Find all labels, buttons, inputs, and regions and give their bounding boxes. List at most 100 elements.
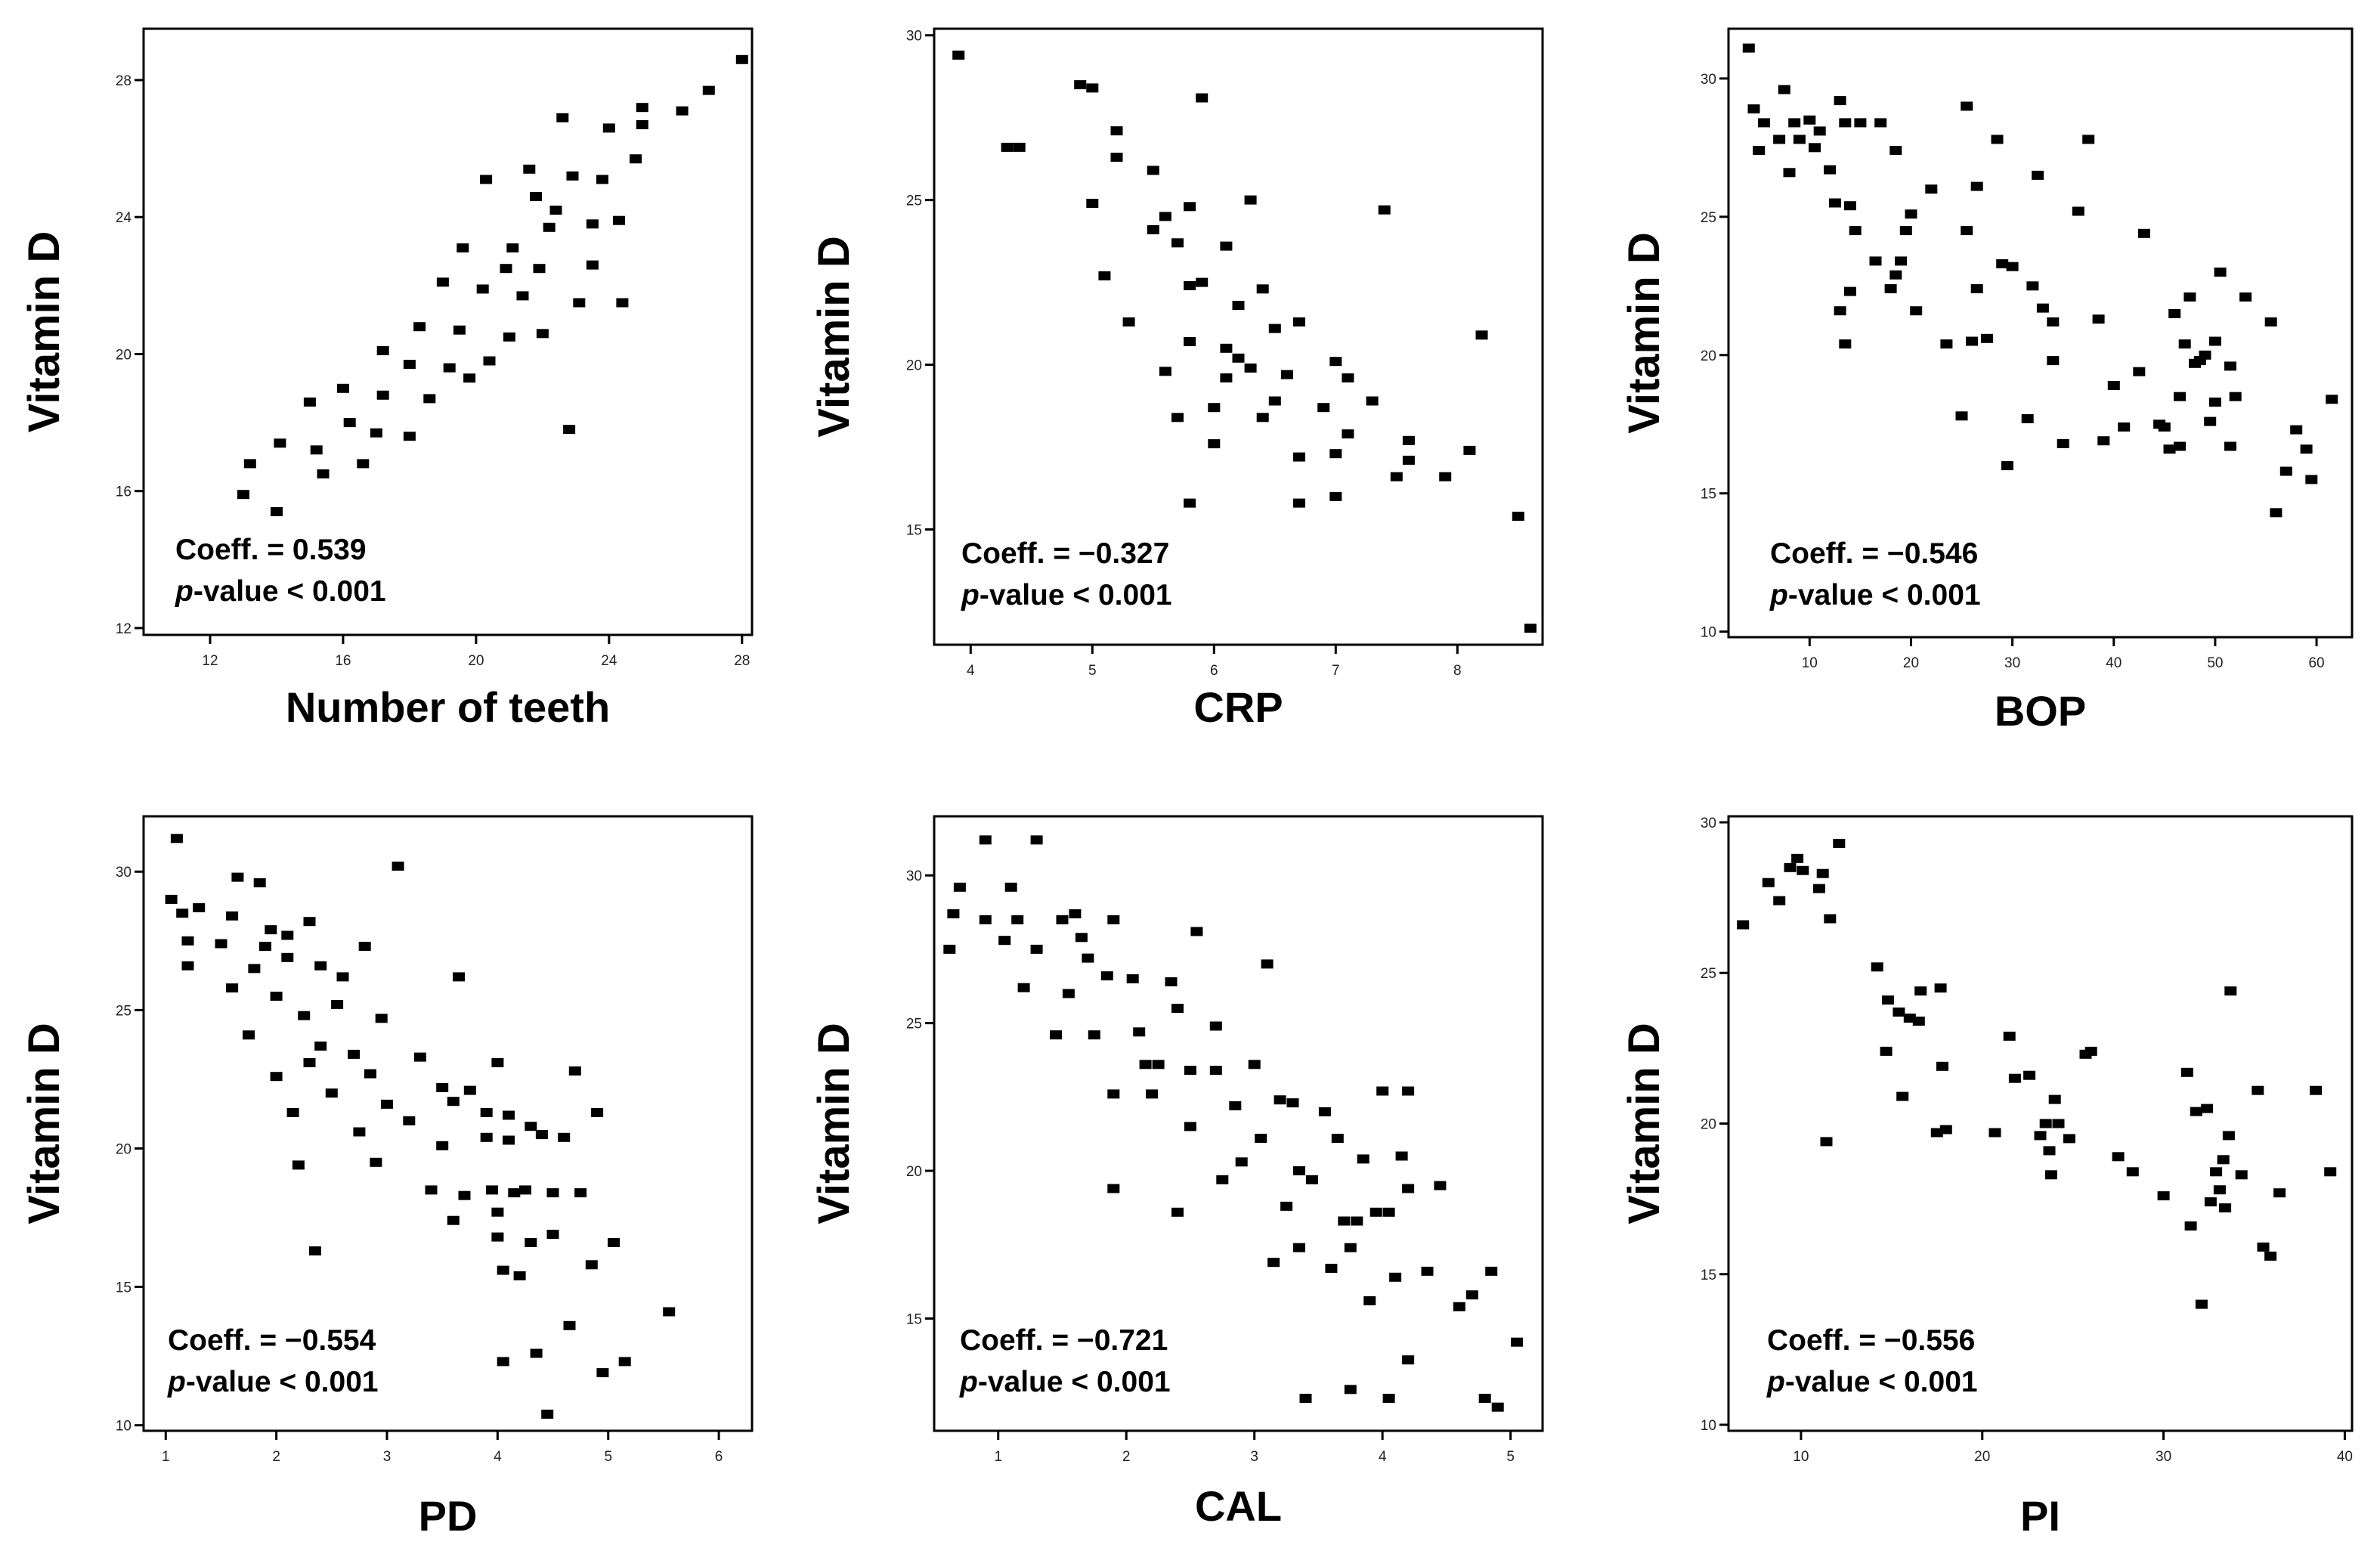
data-point	[503, 332, 515, 342]
data-point	[370, 1157, 382, 1167]
data-point	[298, 1011, 311, 1020]
data-point	[1146, 1089, 1159, 1099]
data-point	[1088, 1030, 1100, 1040]
y-tick-label: 15	[1701, 1268, 1716, 1283]
p-value-prefix: p	[1766, 1366, 1785, 1398]
data-point	[1742, 43, 1755, 53]
data-point	[952, 50, 965, 60]
data-point	[325, 1088, 338, 1098]
p-value-prefix: p	[959, 1366, 978, 1398]
data-point	[1893, 1008, 1905, 1017]
data-point	[2044, 1170, 2057, 1180]
data-point	[1261, 959, 1274, 969]
coefficient-annotation: Coeff. = 0.539	[175, 534, 367, 566]
data-point	[480, 1132, 493, 1142]
data-point	[1235, 1157, 1248, 1167]
data-point	[2097, 436, 2110, 446]
data-point	[1378, 205, 1391, 215]
data-point	[1030, 944, 1043, 954]
data-point	[1512, 512, 1524, 521]
data-point	[1803, 115, 1816, 125]
data-point	[1171, 1207, 1184, 1217]
coefficient-annotation: Coeff. = −0.546	[1770, 537, 1978, 570]
data-point	[1329, 449, 1342, 459]
y-tick-label: 12	[116, 621, 132, 637]
data-point	[735, 54, 748, 64]
x-tick-label: 16	[335, 653, 351, 669]
data-point	[1001, 142, 1014, 152]
data-point	[1318, 1107, 1331, 1116]
data-point	[1485, 1266, 1498, 1276]
data-point	[2183, 292, 2196, 302]
data-point	[2279, 466, 2292, 476]
data-point	[453, 972, 466, 982]
plot-frame	[933, 27, 1544, 646]
data-point	[1762, 878, 1775, 887]
y-tick-label: 15	[116, 1280, 132, 1296]
data-point	[458, 1190, 471, 1200]
data-point	[2290, 425, 2303, 435]
data-point	[2008, 1073, 2021, 1083]
data-point	[2190, 1107, 2202, 1116]
data-point	[979, 835, 992, 845]
data-point	[1184, 498, 1196, 508]
data-point	[2118, 422, 2131, 432]
data-point	[1293, 498, 1305, 508]
data-point	[1082, 953, 1094, 963]
data-point	[2180, 1067, 2193, 1077]
data-point	[1376, 1086, 1389, 1096]
scatter-panel-6: 10 20 30 40 10 15 20 25 30 Vitamin D PI Coeff. = −0…	[1620, 815, 2354, 1540]
data-point	[1812, 884, 1825, 893]
data-point	[566, 171, 579, 181]
data-point	[1171, 238, 1184, 248]
data-point	[602, 123, 615, 133]
data-point	[303, 917, 316, 927]
y-tick-label: 16	[116, 484, 132, 500]
data-point	[2235, 1170, 2248, 1180]
data-point	[549, 206, 562, 215]
data-point	[1268, 323, 1281, 333]
data-point	[1511, 1337, 1524, 1347]
data-point	[2023, 1070, 2036, 1080]
data-point	[1086, 199, 1099, 208]
data-point	[533, 264, 546, 274]
data-point	[1363, 1296, 1376, 1305]
data-point	[1220, 343, 1233, 353]
x-tick-label: 5	[1506, 1449, 1515, 1465]
data-point	[491, 1207, 504, 1217]
data-point	[243, 1030, 255, 1040]
data-point	[226, 911, 239, 921]
data-point	[1107, 1089, 1120, 1099]
data-point	[543, 222, 556, 232]
data-point	[1216, 1175, 1229, 1184]
data-point	[1884, 284, 1897, 293]
data-point	[248, 964, 261, 974]
data-point	[508, 1188, 521, 1198]
data-point	[1342, 373, 1354, 382]
data-point	[381, 1099, 393, 1109]
data-point	[353, 1127, 366, 1137]
data-point	[1110, 153, 1123, 162]
data-point	[1299, 1394, 1312, 1403]
x-tick-label: 30	[2004, 655, 2020, 671]
data-point	[586, 260, 599, 270]
p-value-text: -value < 0.001	[186, 1366, 379, 1398]
data-point	[491, 1232, 504, 1242]
data-point	[947, 909, 960, 918]
data-point	[1981, 333, 1994, 343]
data-point	[1196, 93, 1209, 103]
y-axis-label: Vitamin D	[809, 1023, 859, 1224]
x-tick-label: 40	[2106, 655, 2122, 671]
data-point	[2239, 292, 2252, 302]
data-point	[1107, 915, 1120, 924]
data-point	[2036, 303, 2049, 313]
data-point	[506, 243, 519, 252]
data-point	[1147, 166, 1159, 175]
p-value-annotation: p-value < 0.001	[175, 575, 386, 608]
data-point	[1966, 336, 1978, 346]
x-tick-label: 3	[1250, 1449, 1258, 1465]
data-point	[591, 1107, 604, 1117]
data-point	[536, 329, 549, 339]
data-point	[253, 878, 266, 887]
data-point	[1402, 1086, 1415, 1096]
